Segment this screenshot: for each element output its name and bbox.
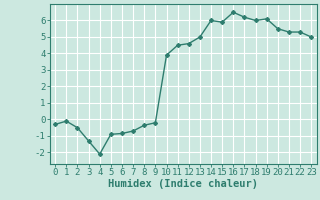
X-axis label: Humidex (Indice chaleur): Humidex (Indice chaleur) [108,179,258,189]
